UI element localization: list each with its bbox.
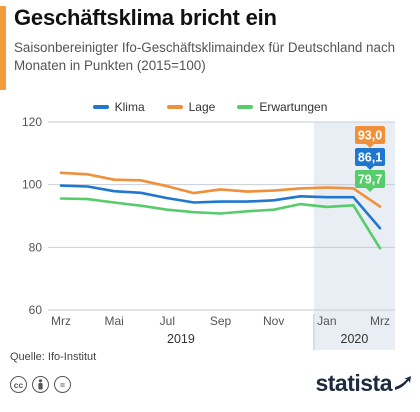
attribution-icon[interactable] xyxy=(32,376,49,393)
year-label: 2020 xyxy=(341,332,369,346)
lage-end-label-box xyxy=(355,126,385,144)
x-tick-label: Sep xyxy=(210,314,232,328)
legend-item-lage: Lage xyxy=(166,100,216,114)
lage-end-label-pointer xyxy=(366,144,374,148)
legend-swatch-erwartungen xyxy=(237,105,254,109)
source-note: Quelle: Ifo-Institut xyxy=(10,351,97,363)
x-tick-label: Mrz xyxy=(51,314,71,328)
statista-logo-mark-icon xyxy=(395,376,411,390)
erwartungen-end-label: 79,7 xyxy=(358,173,382,187)
klima-end-label-pointer xyxy=(366,166,374,170)
legend-label-erwartungen: Erwartungen xyxy=(259,100,328,114)
klima-end-label-box xyxy=(355,148,385,166)
y-tick-label: 80 xyxy=(29,240,43,254)
x-tick-label: Mrz xyxy=(370,314,390,328)
statista-logo-text[interactable]: statista xyxy=(315,370,392,396)
x-tick-label: Jul xyxy=(160,314,175,328)
y-tick-label: 120 xyxy=(22,115,42,129)
chart-subtitle: Saisonbereinigter Ifo-Geschäftsklimainde… xyxy=(14,40,396,73)
legend: Klima Lage Erwartungen xyxy=(0,100,420,114)
klima-line xyxy=(59,184,382,230)
year-label: 2019 xyxy=(167,332,195,346)
y-tick-label: 60 xyxy=(29,303,43,317)
license-icons: cc = xyxy=(10,376,71,393)
legend-item-klima: Klima xyxy=(92,100,145,114)
legend-label-lage: Lage xyxy=(188,100,216,114)
klima-end-label: 86,1 xyxy=(358,151,382,165)
chart-title: Geschäftsklima bricht ein xyxy=(14,5,277,30)
creative-commons-icon[interactable]: cc xyxy=(10,376,27,393)
erwartungen-end-label-pointer xyxy=(366,188,374,192)
x-tick-label: Jan xyxy=(317,314,336,328)
legend-swatch-lage xyxy=(166,105,183,109)
y-tick-label: 100 xyxy=(22,178,42,192)
x-tick-label: Nov xyxy=(263,314,284,328)
accent-bar xyxy=(0,6,6,90)
legend-item-erwartungen: Erwartungen xyxy=(237,100,327,114)
legend-swatch-klima xyxy=(92,105,109,109)
erwartungen-end-label-box xyxy=(355,170,385,188)
legend-label-klima: Klima xyxy=(114,100,145,114)
x-tick-label: Mai xyxy=(104,314,123,328)
person-icon xyxy=(38,379,43,390)
lage-line xyxy=(59,171,382,208)
lage-end-label: 93,0 xyxy=(358,129,382,143)
erwartungen-line xyxy=(59,197,382,250)
no-derivatives-icon[interactable]: = xyxy=(54,376,71,393)
